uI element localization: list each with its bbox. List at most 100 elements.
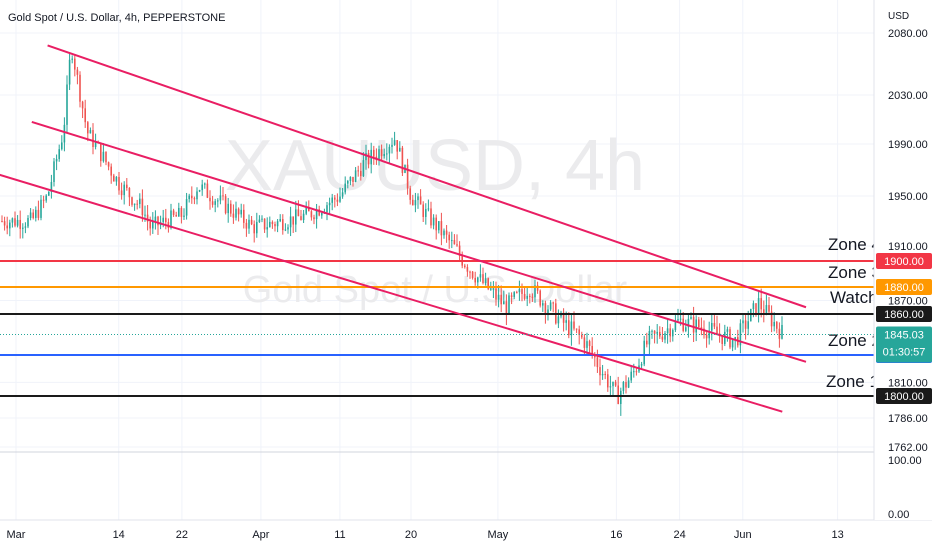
candle-body [547, 309, 549, 314]
candle-body [464, 265, 466, 268]
candle-body [653, 330, 656, 334]
candle-body [339, 196, 341, 202]
candle-body [469, 271, 471, 273]
level-price-label: 1880.00 [884, 282, 924, 294]
candle-body [188, 195, 190, 200]
candle-body [162, 217, 164, 223]
candle-body [734, 337, 736, 341]
candle-body [71, 58, 73, 60]
candle-body [3, 221, 6, 226]
candle-body [497, 294, 500, 300]
candle-body [672, 330, 674, 337]
price-axis[interactable]: 2080.00 2030.00 1990.00 1950.00 1910.00 1870.… [888, 28, 928, 454]
symbol-title[interactable]: Gold Spot / U.S. Dollar, 4h, PEPPERSTONE [8, 12, 225, 24]
x-tick-label: Mar [7, 529, 26, 541]
candle-body [35, 209, 37, 218]
candle-body [349, 176, 352, 182]
candle-body [773, 321, 775, 327]
candle-body [744, 320, 747, 329]
x-tick-label: 16 [610, 529, 622, 541]
candle-body [474, 277, 476, 283]
candle-body [224, 196, 227, 214]
candle-body [518, 289, 521, 293]
candle-body [417, 196, 419, 201]
level-price-label: 1860.00 [884, 309, 924, 321]
candle-body [128, 187, 131, 198]
candle-body [81, 101, 84, 109]
candle-body [622, 382, 625, 391]
pane-tick-100: 100.00 [888, 455, 922, 467]
candle-body [721, 335, 723, 344]
candle-body [107, 162, 110, 167]
candle-body [318, 209, 320, 216]
candle-body [19, 219, 21, 229]
candle-body [781, 324, 783, 339]
candle-body [300, 216, 302, 221]
candle-body [253, 224, 255, 234]
candle-body [406, 164, 409, 189]
candle-body [705, 334, 708, 339]
candle-body [9, 222, 11, 229]
candle-body [549, 302, 552, 310]
level-price-badge [876, 279, 932, 295]
candles[interactable] [1, 53, 783, 416]
candle-body [633, 371, 635, 373]
candle-body [425, 209, 427, 217]
candle-body [640, 364, 643, 366]
level-label: Zone 3 [828, 263, 881, 282]
candle-body [295, 209, 297, 225]
candle-body [45, 195, 47, 201]
candle-body [113, 175, 115, 182]
candle-body [500, 294, 502, 305]
candle-body [438, 221, 440, 231]
candle-body [76, 69, 79, 75]
candle-body [263, 218, 266, 230]
watermark-name: Gold Spot / U.S. Dollar [243, 269, 628, 311]
candle-body [393, 140, 396, 145]
candle-body [258, 219, 261, 223]
candle-body [326, 205, 328, 212]
candle-body [666, 328, 669, 334]
candle-body [440, 221, 443, 236]
candle-body [32, 212, 34, 218]
candle-body [614, 381, 617, 386]
trend-channel[interactable] [0, 44, 807, 413]
candle-body [237, 208, 240, 215]
level-price-badge [876, 253, 932, 269]
candle-body [380, 149, 383, 157]
candle-body [61, 142, 63, 150]
candle-body [573, 321, 575, 329]
candle-body [100, 143, 102, 162]
candle-body [482, 274, 484, 284]
candle-body [765, 305, 768, 315]
candle-body [219, 195, 222, 201]
candle-body [692, 316, 695, 333]
candle-body [456, 244, 458, 246]
candle-body [708, 330, 710, 339]
horizontal-levels[interactable]: Zone 4 Zone 3 Watch Zone 2 Zone 1 [0, 235, 881, 397]
pane-tick-0: 0.00 [888, 509, 909, 521]
candle-body [279, 219, 281, 222]
last-price-badge-bg [876, 326, 932, 363]
candle-body [713, 323, 716, 327]
candle-body [149, 221, 151, 229]
candle-body [568, 320, 570, 336]
candle-body [575, 328, 578, 330]
time-axis[interactable]: Mar 14 22 Apr 11 20 May 16 24 Jun 13 [7, 529, 844, 541]
candle-body [570, 321, 573, 336]
candle-body [427, 208, 430, 210]
candle-body [42, 199, 45, 201]
candle-body [422, 204, 424, 217]
candle-body [201, 184, 203, 191]
candle-body [521, 289, 523, 294]
candle-body [55, 159, 58, 162]
candle-body [204, 183, 206, 185]
candle-body [180, 207, 183, 217]
candle-body [375, 156, 378, 159]
candle-body [235, 208, 237, 218]
candle-body [513, 292, 515, 297]
candle-body [6, 225, 8, 229]
candle-body [214, 201, 216, 205]
